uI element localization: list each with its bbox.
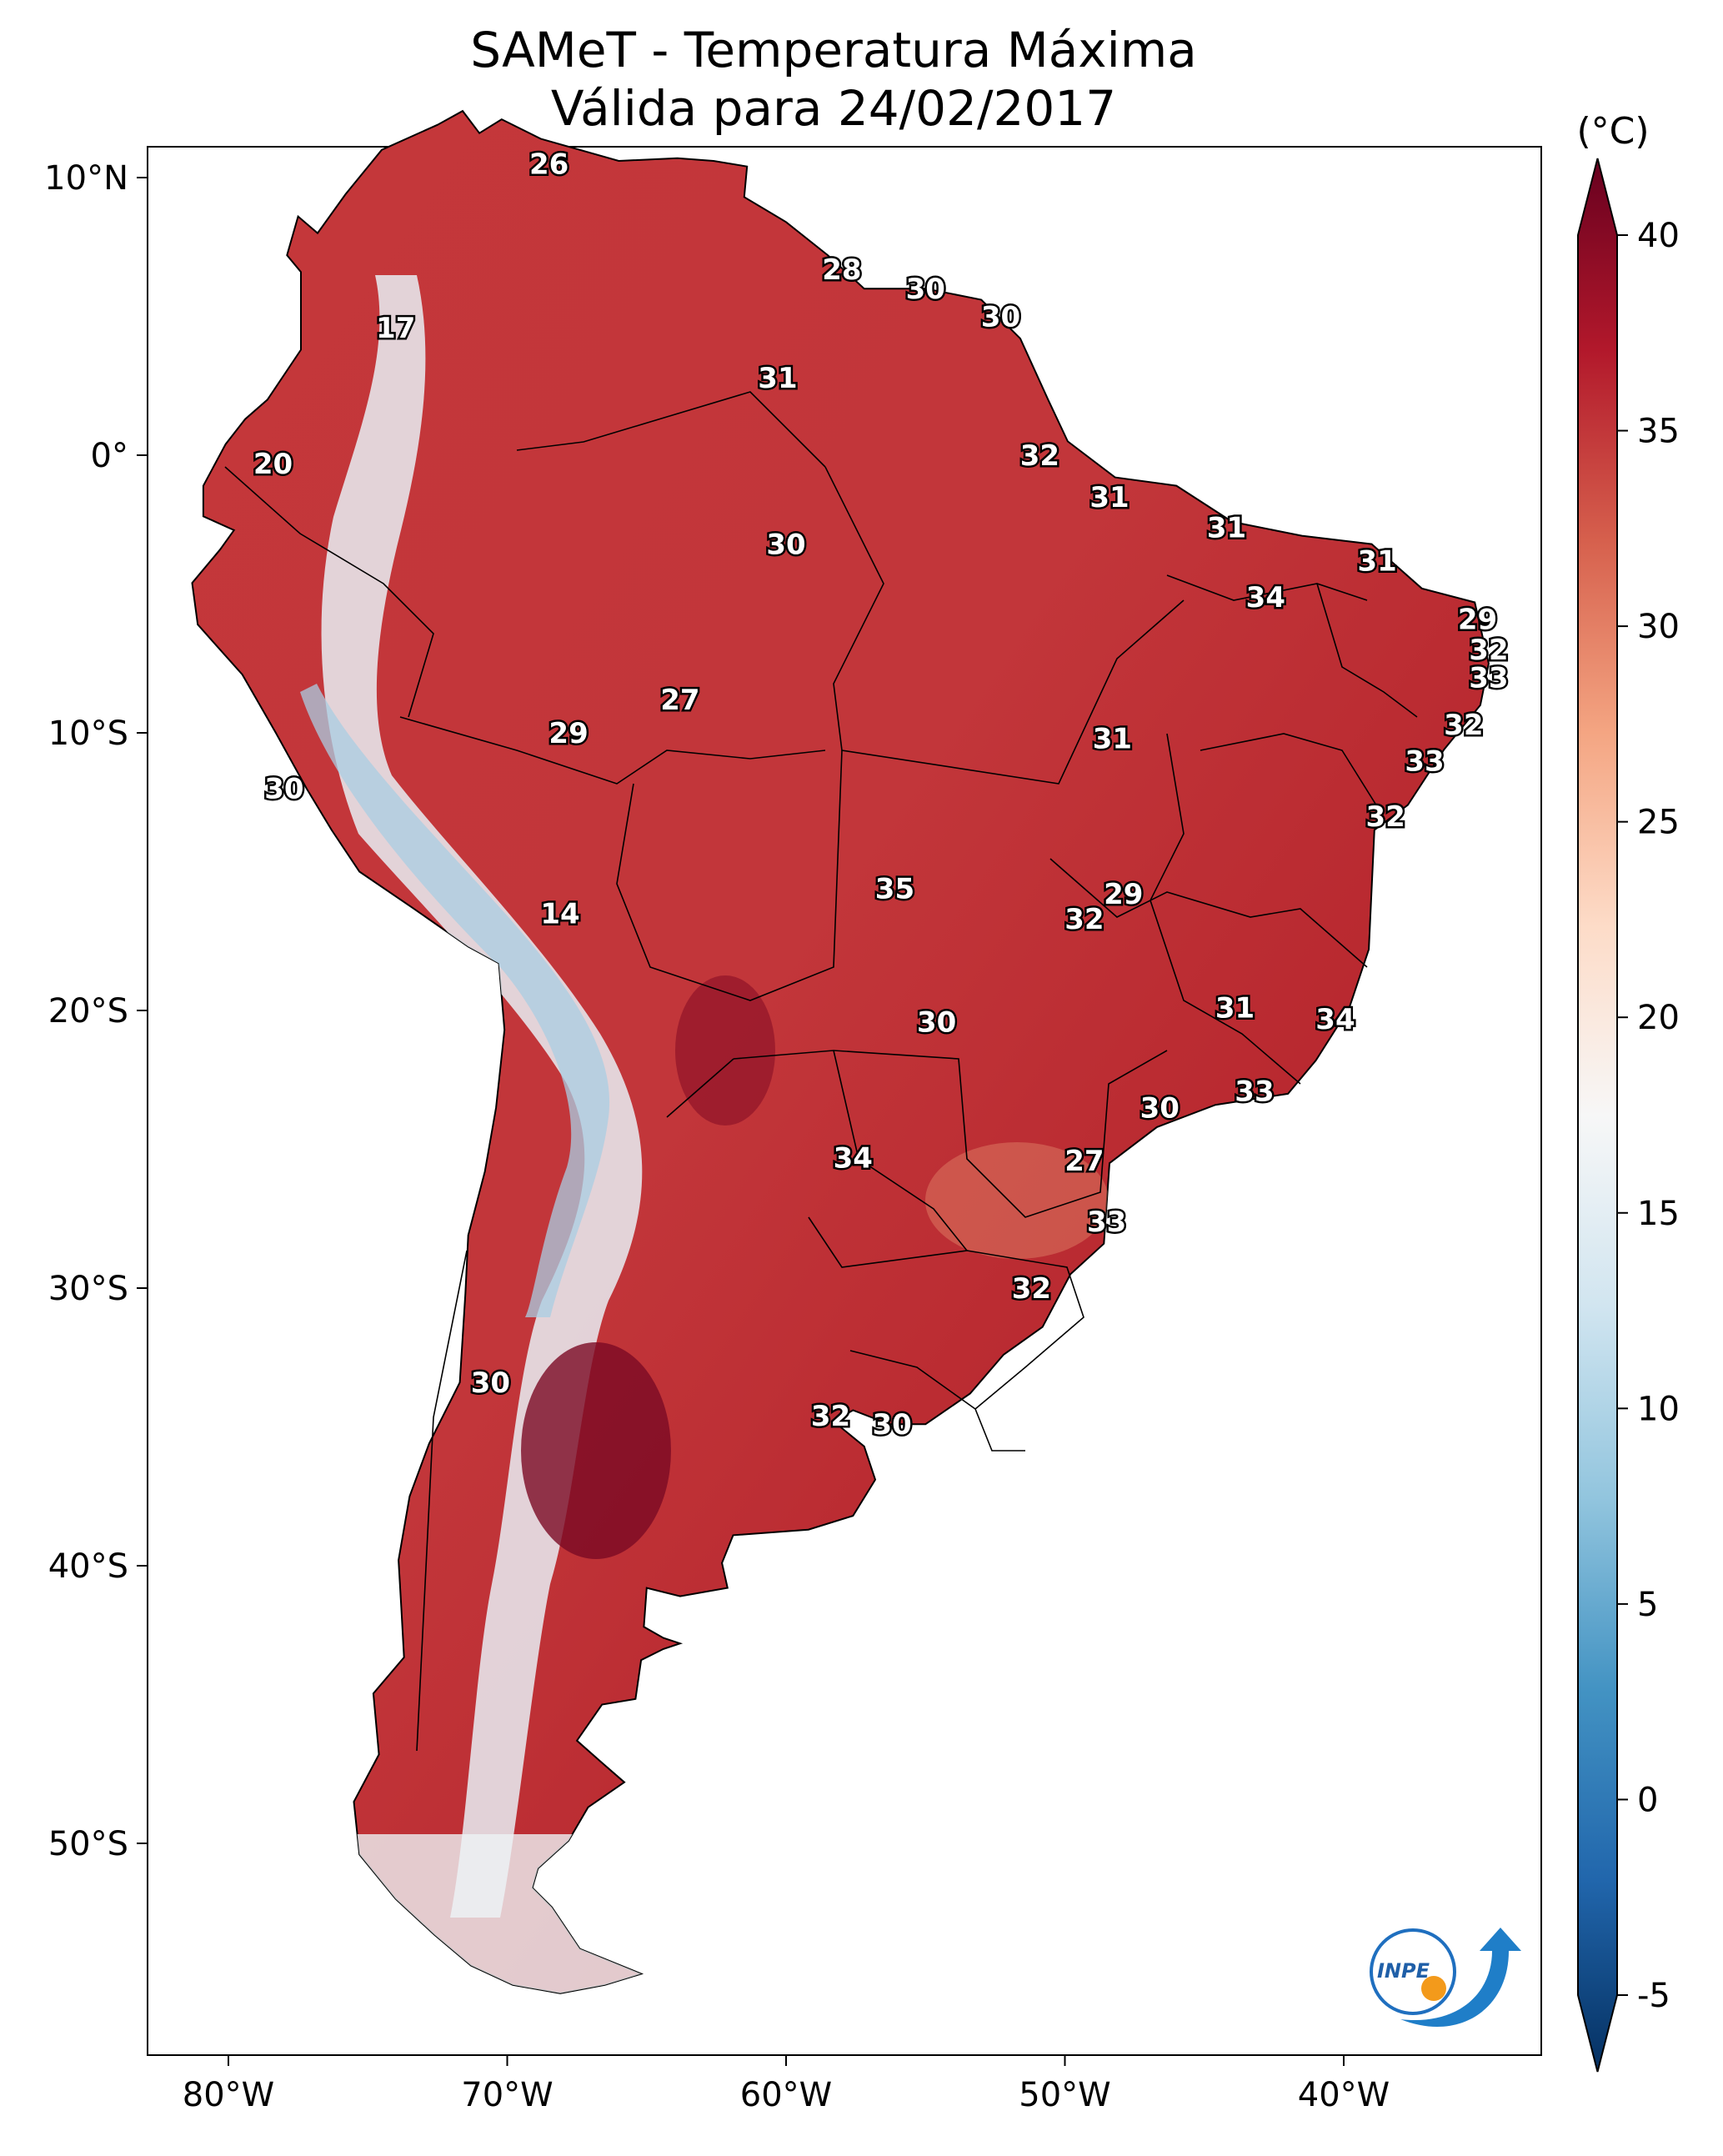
temperature-label: 30 [981,301,1020,334]
lat-tick-label: 10°N [44,159,128,198]
south-america-landmass [191,109,1490,1994]
temperature-label: 30 [917,1005,956,1039]
temperature-label: 20 [253,448,293,481]
political-borders [224,391,1418,1752]
lat-tick-label: 20°S [48,992,128,1030]
lat-tick-label: 50°S [48,1825,128,1863]
temperature-label: 32 [1064,903,1104,936]
lon-tick-label: 60°W [740,2076,832,2114]
temperature-label: 34 [834,1141,873,1175]
temperature-label: 31 [1093,723,1132,756]
lat-tick-label: 0° [91,437,128,475]
temperature-label: 29 [1104,878,1143,911]
temperature-label: 27 [660,684,699,717]
temperature-label: 31 [1357,545,1396,579]
lon-tick-label: 80°W [183,2076,274,2114]
temperature-label: 33 [1405,745,1444,778]
lat-tick-label: 30°S [48,1270,128,1308]
colorbar-bar [1577,158,1618,2073]
inpe-logo-text: INPE [1377,1959,1430,1983]
colorbar: (°C) 40 35 30 25 20 15 10 5 0 -5 [1576,110,1680,2073]
temperature-label: 17 [376,312,415,345]
lon-tick-label: 70°W [461,2076,553,2114]
title-line-1: SAMeT - Temperatura Máxima [470,22,1197,78]
colorbar-ticks: 40 35 30 25 20 15 10 5 0 -5 [1617,217,1680,2015]
temperature-label: 30 [906,273,945,306]
lat-tick-label: 10°S [48,714,128,753]
temperature-label: 27 [1064,1145,1104,1178]
temperature-label: 33 [1235,1075,1274,1109]
colorbar-tick-label: 25 [1637,804,1680,842]
colorbar-tick-label: 0 [1637,1781,1658,1819]
temperature-label: 31 [1207,512,1246,545]
temperature-label: 32 [811,1400,850,1433]
colorbar-tick-label: 20 [1637,999,1680,1037]
colorbar-unit: (°C) [1576,110,1649,153]
temperature-label: 35 [875,872,914,905]
lon-tick-label: 40°W [1298,2076,1390,2114]
colorbar-tick-label: 15 [1637,1195,1680,1233]
temperature-label: 29 [1458,603,1497,636]
andes-core [300,684,610,1317]
temperature-label: 33 [1087,1206,1126,1239]
temperature-label: 31 [758,362,797,395]
temperature-label: 30 [264,773,303,806]
temperature-label: 29 [548,717,588,750]
colorbar-tick-label: 30 [1637,608,1680,646]
temperature-label: 34 [1246,581,1285,614]
inpe-logo-dot [1421,1976,1446,2001]
longitude-axis: 80°W 70°W 60°W 50°W 40°W [183,2055,1390,2114]
temperature-label: 14 [540,897,579,930]
lon-tick-label: 50°W [1019,2076,1110,2114]
inpe-logo-ring [1370,1928,1456,2015]
hot-core-argentina [521,1342,671,1559]
temperature-label: 31 [1089,481,1129,514]
temperature-label: 28 [822,253,861,287]
colorbar-tick-label: 40 [1637,217,1680,255]
lat-tick-label: 40°S [48,1547,128,1586]
temperature-label: 30 [471,1366,510,1400]
inpe-logo-swoosh [1400,1928,1521,2028]
temperature-label: 34 [1315,1003,1355,1036]
temperature-label: 30 [1140,1092,1180,1126]
temperature-label: 31 [1215,992,1255,1025]
temperature-label: 30 [766,529,805,562]
colorbar-tick-label: 5 [1637,1586,1658,1624]
temperature-label: 32 [1366,800,1405,834]
southern-brazil-warm [925,1142,1109,1259]
temperature-label: 32 [1444,709,1483,742]
colorbar-tick-label: -5 [1637,1977,1670,2015]
temperature-label: 32 [1469,634,1508,667]
temperature-label: 32 [1012,1272,1051,1306]
temperature-label: 33 [1469,661,1508,694]
colorbar-tick-label: 10 [1637,1390,1680,1428]
temperature-label: 32 [1020,439,1059,473]
title-line-2: Válida para 24/02/2017 [551,80,1116,137]
latitude-axis: 10°N 0° 10°S 20°S 30°S 40°S 50°S [44,159,148,1863]
temperature-label: 30 [872,1408,911,1442]
temperature-label: 26 [529,148,568,181]
colorbar-tick-label: 35 [1637,413,1680,451]
hot-core-chaco [675,975,775,1126]
inpe-logo: INPE [1370,1928,1521,2028]
